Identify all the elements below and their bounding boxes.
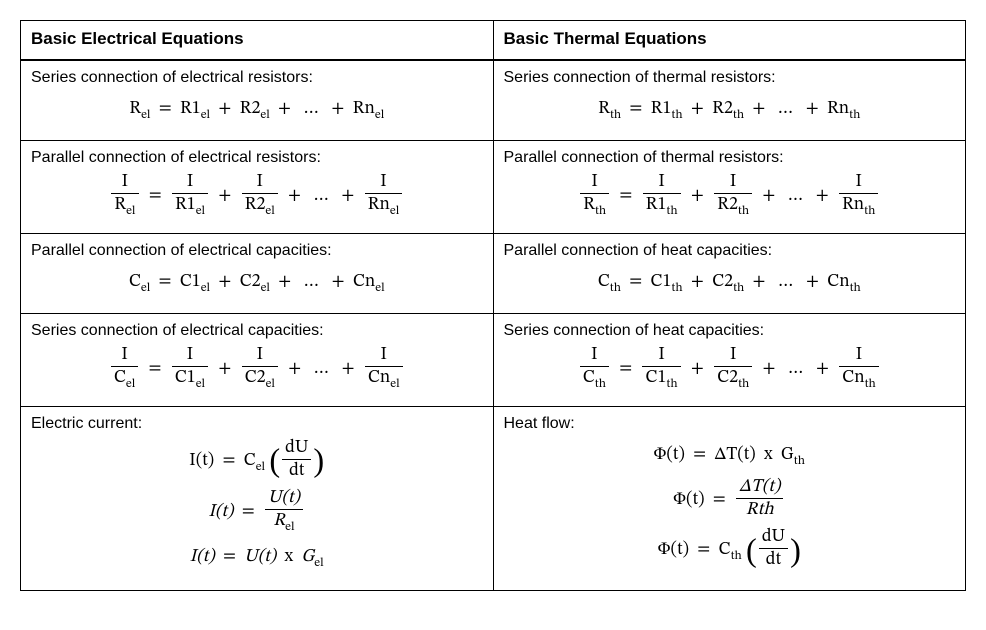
cell-parallel-resistors-el: Parallel connection of electrical resist… — [21, 141, 494, 234]
table-row: Parallel connection of electrical capaci… — [21, 234, 966, 314]
cell-electric-current: Electric current: I(t) = Cel (dUdt) I(t)… — [21, 407, 494, 591]
header-right: Basic Thermal Equations — [493, 21, 966, 61]
equations-table: Basic Electrical Equations Basic Thermal… — [20, 20, 966, 591]
equation: IRth = IR1th + IR2th + … + IRnth — [504, 173, 956, 219]
equation: I(t) = Cel (dUdt) — [31, 439, 483, 483]
table-header-row: Basic Electrical Equations Basic Thermal… — [21, 21, 966, 61]
equation: Rth = R1th + R2th + … + Rnth — [504, 93, 956, 126]
cell-label: Parallel connection of heat capacities: — [504, 242, 956, 260]
table-row: Series connection of electrical capaciti… — [21, 314, 966, 407]
equation: Cel = C1el + C2el + … + Cnel — [31, 266, 483, 299]
equation: Φ(t) = ΔT(t) x Gth — [504, 439, 956, 472]
equation: Cth = C1th + C2th + … + Cnth — [504, 266, 956, 299]
equation: Φ(t) = Cth (dUdt) — [504, 528, 956, 572]
cell-series-resistors-th: Series connection of thermal resistors: … — [493, 60, 966, 141]
cell-label: Parallel connection of electrical capaci… — [31, 242, 483, 260]
equation: I(t) = U(t)Rel — [31, 489, 483, 535]
cell-parallel-resistors-th: Parallel connection of thermal resistors… — [493, 141, 966, 234]
cell-label: Parallel connection of electrical resist… — [31, 149, 483, 167]
equation: I(t) = U(t) x Gel — [31, 541, 483, 574]
equation: ICel = IC1el + IC2el + … + ICnel — [31, 346, 483, 392]
header-left: Basic Electrical Equations — [21, 21, 494, 61]
equation: Φ(t) = ΔT(t)Rth — [504, 478, 956, 522]
cell-series-resistors-el: Series connection of electrical resistor… — [21, 60, 494, 141]
cell-heat-flow: Heat flow: Φ(t) = ΔT(t) x Gth Φ(t) = ΔT(… — [493, 407, 966, 591]
cell-series-capacities-el: Series connection of electrical capaciti… — [21, 314, 494, 407]
cell-label: Electric current: — [31, 415, 483, 433]
table-row: Electric current: I(t) = Cel (dUdt) I(t)… — [21, 407, 966, 591]
cell-label: Series connection of heat capacities: — [504, 322, 956, 340]
equation: Rel = R1el + R2el + … + Rnel — [31, 93, 483, 126]
cell-label: Heat flow: — [504, 415, 956, 433]
table-row: Parallel connection of electrical resist… — [21, 141, 966, 234]
table-row: Series connection of electrical resistor… — [21, 60, 966, 141]
cell-label: Series connection of electrical resistor… — [31, 69, 483, 87]
cell-parallel-capacities-el: Parallel connection of electrical capaci… — [21, 234, 494, 314]
cell-series-capacities-th: Series connection of heat capacities: IC… — [493, 314, 966, 407]
equation: IRel = IR1el + IR2el + … + IRnel — [31, 173, 483, 219]
cell-parallel-capacities-th: Parallel connection of heat capacities: … — [493, 234, 966, 314]
equation: ICth = IC1th + IC2th + … + ICnth — [504, 346, 956, 392]
cell-label: Series connection of electrical capaciti… — [31, 322, 483, 340]
cell-label: Series connection of thermal resistors: — [504, 69, 956, 87]
cell-label: Parallel connection of thermal resistors… — [504, 149, 956, 167]
